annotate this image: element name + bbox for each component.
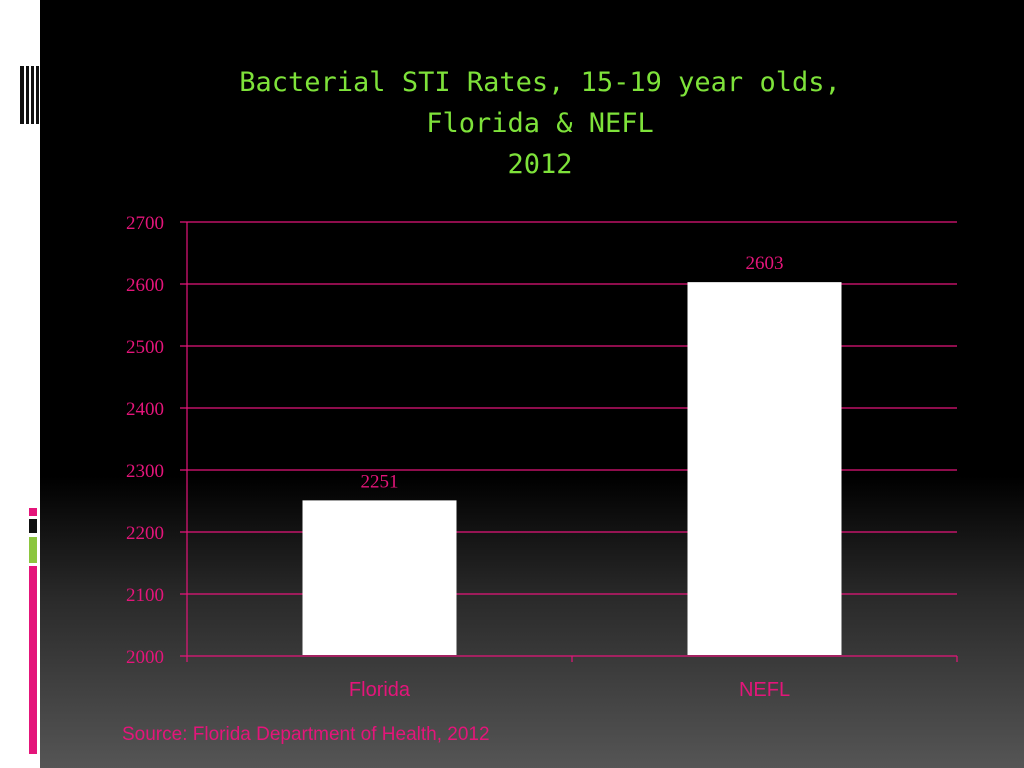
y-tick-label: 2400 <box>126 399 164 420</box>
y-tick-label: 2600 <box>126 275 164 296</box>
accent-bar-green <box>29 537 37 563</box>
x-category-label: Florida <box>349 679 411 701</box>
y-tick-label: 2500 <box>126 337 164 358</box>
accent-bar-pink-small <box>29 508 37 516</box>
accent-bar-pink-long <box>29 566 37 754</box>
bar-florida <box>302 500 457 655</box>
x-category-label: NEFL <box>739 679 790 701</box>
bar-nefl <box>687 282 842 655</box>
data-label: 2251 <box>361 471 399 492</box>
chart-title-line-1: Bacterial STI Rates, 15-19 year olds, <box>239 67 841 98</box>
y-tick-label: 2200 <box>126 523 164 544</box>
window-pane-icon <box>0 64 40 126</box>
chart-title: Bacterial STI Rates, 15-19 year olds, Fl… <box>140 62 940 185</box>
chart-title-line-2: Florida & NEFL <box>426 108 654 139</box>
accent-bar-black <box>29 519 37 533</box>
y-tick-label: 2700 <box>126 213 164 234</box>
y-tick-label: 2300 <box>126 461 164 482</box>
data-label: 2603 <box>746 253 784 274</box>
y-tick-label: 2000 <box>126 647 164 668</box>
y-tick-label: 2100 <box>126 585 164 606</box>
source-note: Source: Florida Department of Health, 20… <box>122 724 490 745</box>
chart-title-line-3: 2012 <box>507 149 573 180</box>
